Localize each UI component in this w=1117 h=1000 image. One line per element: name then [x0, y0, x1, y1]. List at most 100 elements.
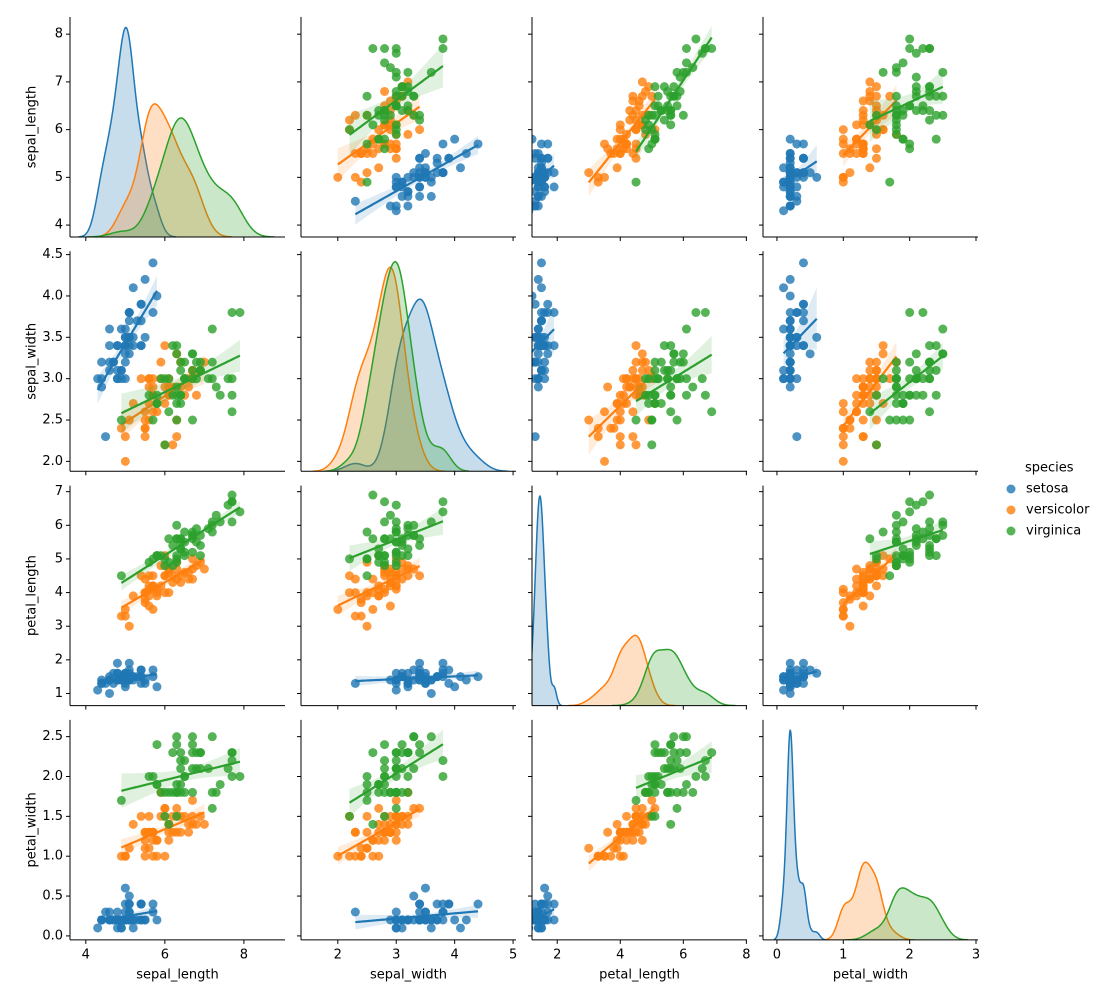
- y-tick-label: 4.5: [42, 247, 63, 262]
- point: [385, 601, 395, 611]
- point: [891, 357, 901, 367]
- point: [211, 510, 221, 520]
- point: [415, 191, 425, 201]
- point: [172, 732, 182, 742]
- point: [838, 604, 848, 614]
- point: [148, 415, 158, 425]
- point: [207, 803, 217, 813]
- regression-line: [869, 528, 944, 556]
- point: [852, 407, 862, 417]
- point: [792, 374, 802, 384]
- point: [172, 349, 182, 359]
- regression-line: [635, 756, 713, 789]
- point: [931, 91, 941, 101]
- regression-line: [782, 160, 818, 185]
- regression-line: [532, 908, 555, 922]
- point: [600, 851, 610, 861]
- point: [136, 374, 146, 384]
- point: [188, 787, 198, 797]
- point: [207, 357, 217, 367]
- point: [227, 308, 237, 318]
- point: [618, 827, 628, 837]
- point: [152, 682, 162, 692]
- point: [785, 688, 795, 698]
- point: [380, 43, 390, 53]
- point: [644, 144, 654, 154]
- point: [891, 91, 901, 101]
- point: [805, 349, 815, 359]
- point: [852, 574, 862, 584]
- point: [227, 497, 237, 507]
- point: [128, 591, 138, 601]
- point: [606, 851, 616, 861]
- panel: [532, 25, 717, 214]
- point: [656, 398, 666, 408]
- x-axis-label: sepal_width: [370, 967, 447, 982]
- regression-line: [355, 910, 479, 924]
- point: [858, 115, 868, 125]
- point: [136, 665, 146, 675]
- point: [105, 341, 115, 351]
- point: [891, 382, 901, 392]
- x-tick-label: 6: [679, 947, 687, 962]
- point: [615, 432, 625, 442]
- point: [397, 740, 407, 750]
- point: [172, 803, 182, 813]
- regression-line: [532, 164, 555, 186]
- point: [666, 407, 676, 417]
- point: [207, 527, 217, 537]
- point: [374, 803, 384, 813]
- point: [681, 43, 691, 53]
- point: [779, 177, 789, 187]
- point: [931, 365, 941, 375]
- point: [148, 258, 158, 268]
- point: [911, 349, 921, 359]
- point: [918, 308, 928, 318]
- point: [168, 341, 178, 351]
- point: [628, 819, 638, 829]
- point: [148, 604, 158, 614]
- point: [691, 771, 701, 781]
- point: [878, 125, 888, 135]
- regression-line: [97, 909, 158, 923]
- point: [344, 588, 354, 598]
- point: [898, 390, 908, 400]
- point: [409, 891, 419, 901]
- point: [120, 456, 130, 466]
- point: [779, 206, 789, 216]
- kde-line: [323, 261, 469, 472]
- point: [871, 125, 881, 135]
- point: [852, 120, 862, 130]
- y-tick-label: 2.5: [42, 413, 63, 428]
- point: [164, 534, 174, 544]
- point: [858, 415, 868, 425]
- point: [891, 129, 901, 139]
- point: [678, 110, 688, 120]
- point: [871, 101, 881, 111]
- kde-area: [86, 118, 275, 237]
- point: [532, 299, 540, 309]
- point: [543, 153, 553, 163]
- point: [812, 332, 822, 342]
- point: [792, 332, 802, 342]
- point: [543, 299, 553, 309]
- point: [172, 740, 182, 750]
- point: [391, 923, 401, 933]
- point: [176, 748, 186, 758]
- point: [891, 374, 901, 384]
- point: [549, 182, 559, 192]
- point: [148, 308, 158, 318]
- point: [647, 795, 657, 805]
- point: [116, 365, 126, 375]
- point: [637, 365, 647, 375]
- point: [631, 803, 641, 813]
- point: [650, 129, 660, 139]
- kde-line: [532, 495, 562, 706]
- point: [672, 803, 682, 813]
- point: [650, 787, 660, 797]
- point: [184, 827, 194, 837]
- point: [938, 110, 948, 120]
- point: [368, 604, 378, 614]
- point: [188, 365, 198, 375]
- regression-line: [354, 144, 479, 216]
